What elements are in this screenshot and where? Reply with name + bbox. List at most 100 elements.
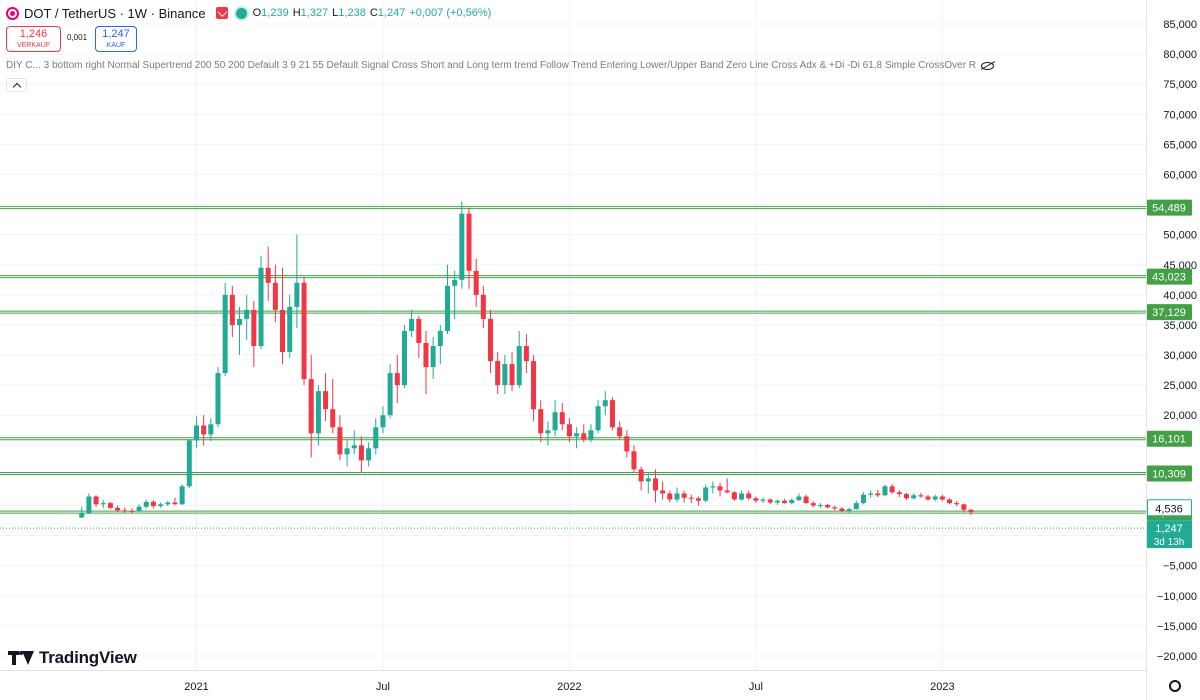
candle-body <box>739 493 745 500</box>
candle-body <box>79 513 85 518</box>
candle-body <box>100 503 106 505</box>
logo-text: TradingView <box>39 648 137 667</box>
y-tick-label: 60,000 <box>1163 169 1197 181</box>
candle-body <box>272 282 278 310</box>
y-tick-label: −5,000 <box>1163 561 1197 573</box>
candle-body <box>150 501 156 507</box>
candle-body <box>753 498 759 501</box>
candle-body <box>674 493 680 500</box>
candle-body <box>380 415 386 428</box>
level-price-label: 54,489 <box>1152 203 1186 215</box>
x-tick-label: Jul <box>376 681 390 693</box>
symbol-title[interactable]: DOT / TetherUS · 1W · Binance <box>24 5 206 21</box>
y-tick-label: 80,000 <box>1163 49 1197 61</box>
candle-body <box>394 373 400 386</box>
candle-body <box>817 504 823 506</box>
eye-hidden-icon[interactable] <box>981 61 995 70</box>
candle-body <box>875 493 881 496</box>
candle-body <box>595 406 601 431</box>
candle-body <box>401 330 407 386</box>
candle-body <box>896 492 902 495</box>
ohlc-change-value: +0,007 (+0,56%) <box>409 7 492 19</box>
y-tick-label: 35,000 <box>1163 320 1197 332</box>
candle-body <box>832 507 838 509</box>
y-tick-label: −20,000 <box>1157 651 1197 663</box>
candle-body <box>466 213 472 271</box>
candle-body <box>143 501 149 507</box>
candle-body <box>609 400 615 428</box>
ohlc-open-key: O <box>252 7 262 19</box>
gear-icon[interactable] <box>1169 680 1181 692</box>
candle-body <box>136 506 142 512</box>
tradingview-logo-icon <box>8 651 34 665</box>
ohlc-values: O1,239 H1,327 L1,238 C1,247 +0,007 (+0,5… <box>253 7 492 19</box>
candle-body <box>839 508 845 511</box>
candle-body <box>201 425 207 435</box>
candle-body <box>294 282 300 307</box>
candle-body <box>968 509 974 513</box>
candle-body <box>186 440 192 487</box>
candle-body <box>107 503 113 508</box>
candle-body <box>502 364 508 386</box>
candle-body <box>129 510 135 512</box>
buy-button[interactable]: 1,247 KAUF <box>95 26 137 52</box>
y-tick-label: 30,000 <box>1163 350 1197 362</box>
y-tick-label: 20,000 <box>1163 410 1197 422</box>
y-tick-label: 85,000 <box>1163 19 1197 31</box>
candle-body <box>193 425 199 441</box>
candle-body <box>280 309 286 353</box>
x-tick-label: 2021 <box>184 681 208 693</box>
candle-body <box>660 490 666 494</box>
level-price-tag <box>1147 199 1192 216</box>
candle-body <box>868 493 874 495</box>
sell-price: 1,246 <box>19 28 48 40</box>
ohlc-low-value: 1,238 <box>338 7 366 19</box>
candle-body <box>617 427 623 437</box>
candle-body <box>574 433 580 437</box>
candle-body <box>86 496 92 514</box>
tradingview-logo[interactable]: TradingView <box>8 648 137 668</box>
market-status-dot-icon[interactable] <box>235 7 247 19</box>
level-price-tag <box>1147 268 1192 285</box>
candle-body <box>882 486 888 496</box>
candle-body <box>903 494 910 499</box>
candle-body <box>122 510 128 512</box>
candle-body <box>796 496 802 501</box>
candle-body <box>323 391 329 410</box>
candle-body <box>430 346 436 368</box>
ohlc-close-key: C <box>369 7 378 19</box>
chevron-up-icon[interactable] <box>6 78 27 92</box>
sell-button[interactable]: 1,246 VERKAUF <box>6 26 61 52</box>
level-price-label: 10,309 <box>1152 469 1186 481</box>
candle-body <box>695 498 702 501</box>
candle-body <box>638 469 644 482</box>
level-price-label: 37,129 <box>1152 307 1186 319</box>
candle-body <box>860 494 866 504</box>
candle-body <box>495 361 501 386</box>
candle-body <box>588 430 594 440</box>
candle-body <box>710 486 716 488</box>
candle-body <box>932 496 938 500</box>
candle-body <box>552 412 558 431</box>
flag-icon[interactable] <box>215 7 228 19</box>
candle-body <box>452 279 458 286</box>
candle-body <box>258 267 264 347</box>
chart-header: DOT / TetherUS · 1W · Binance O1,239 H1,… <box>6 4 491 22</box>
candle-body <box>115 507 121 511</box>
candle-body <box>158 504 164 507</box>
candle-body <box>939 496 945 500</box>
candle-body <box>667 493 673 500</box>
candle-body <box>308 379 314 434</box>
candle-body <box>416 318 422 344</box>
candle-body <box>516 346 522 386</box>
y-tick-label: 50,000 <box>1163 230 1197 242</box>
candle-body <box>358 445 364 461</box>
candle-body <box>229 294 235 325</box>
candle-body <box>645 478 651 482</box>
candle-body <box>846 509 852 511</box>
candle-body <box>208 424 214 435</box>
indicator-legend[interactable]: DIY C... 3 bottom right Normal Supertren… <box>6 60 1046 71</box>
x-tick-label: Jul <box>749 681 763 693</box>
candle-body <box>251 309 257 347</box>
